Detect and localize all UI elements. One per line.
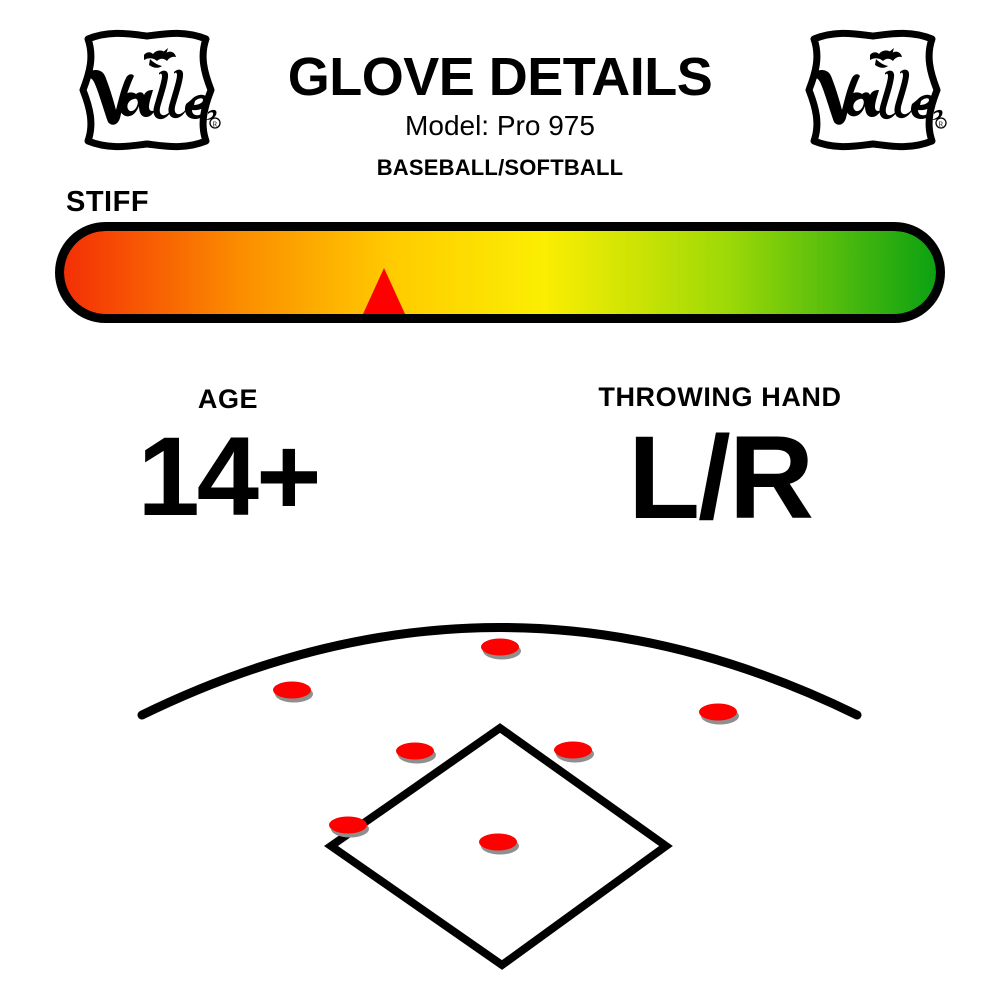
spec-throwing-hand-label: THROWING HAND [598, 382, 842, 412]
field-lines [137, 623, 862, 970]
valle-logo-left: R [58, 28, 236, 153]
position-marker-pitcher-mound[interactable] [479, 833, 519, 855]
position-marker-third-base[interactable] [329, 816, 369, 838]
position-marker-left-field[interactable] [273, 681, 313, 703]
spec-age-value: 14+ [137, 414, 322, 539]
position-marker-shortstop[interactable] [396, 742, 436, 764]
outfield-arc-line [137, 623, 862, 720]
registered-mark: R [209, 117, 221, 129]
sport-label: BASEBALL/SOFTBALL [376, 155, 624, 180]
registered-mark: R [935, 117, 947, 129]
page-title: GLOVE DETAILS [287, 47, 713, 107]
spec-age-label: AGE [197, 384, 259, 414]
position-markers-group [273, 638, 739, 855]
position-marker-right-field[interactable] [699, 703, 739, 725]
infield-diamond-line [324, 723, 673, 970]
gauge-gradient-fill [64, 231, 936, 314]
stiffness-gauge [55, 222, 945, 323]
spec-age: AGE 14+ [108, 386, 348, 533]
gauge-label-stiff: STIFF [66, 186, 150, 218]
position-marker-center-field[interactable] [481, 638, 521, 660]
model-subtitle: Model: Pro 975 [405, 110, 595, 141]
position-marker-second-base[interactable] [554, 741, 594, 763]
gauge-track [55, 222, 945, 323]
spec-throwing-hand: THROWING HAND L/R [570, 382, 870, 544]
spec-throwing-hand-value: L/R [627, 412, 814, 544]
svg-text:R: R [939, 121, 944, 129]
svg-text:R: R [213, 121, 218, 129]
baseball-field-diagram [0, 560, 1000, 990]
valle-logo-right: R [784, 28, 962, 153]
